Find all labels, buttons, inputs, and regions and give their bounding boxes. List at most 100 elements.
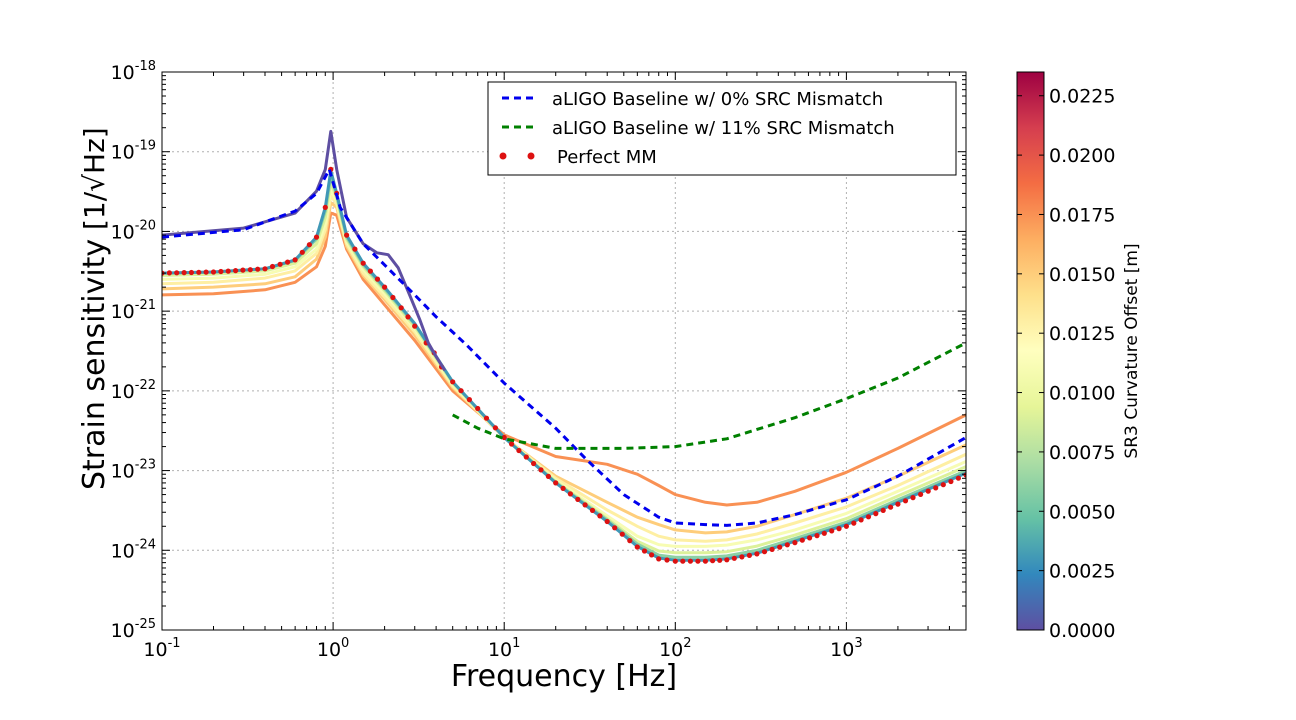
y-axis-unit: [1/√Hz]	[78, 127, 111, 230]
data-point-perfect	[769, 546, 775, 553]
data-point-perfect	[582, 502, 588, 508]
data-point-perfect	[344, 232, 350, 238]
data-point-perfect	[619, 531, 625, 537]
data-point-perfect	[612, 525, 618, 531]
data-point-perfect	[516, 447, 522, 454]
data-point-perfect	[746, 552, 753, 559]
series-baseline11	[451, 341, 966, 450]
x-tick-label-0: 10-1	[143, 636, 180, 661]
colorbar-tick-label-6: 0.0150	[1049, 264, 1115, 286]
data-point-perfect	[509, 441, 515, 447]
data-point-perfect	[695, 558, 701, 564]
data-point-perfect	[240, 267, 246, 273]
legend-box	[487, 81, 957, 176]
colorbar-ticks: 0.0000 0.0025 0.0050 0.0075 0.0100 0.0125 0.01…	[1017, 86, 1115, 642]
data-point-perfect	[306, 242, 312, 248]
data-point-perfect	[405, 314, 411, 320]
data-point-perfect	[829, 528, 835, 534]
y-tick-exponent: -21	[135, 298, 156, 313]
data-point-perfect	[352, 246, 358, 252]
legend-swatch-perfect-dot-1	[499, 152, 507, 160]
y-tick-label-1: 10-19	[111, 139, 156, 164]
data-point-perfect	[523, 454, 529, 460]
legend-label-perfect: Perfect MM	[557, 147, 657, 168]
data-point-perfect	[575, 496, 581, 502]
x-tick-label-3: 102	[659, 636, 691, 661]
data-point-perfect	[792, 540, 798, 546]
colorbar-tick-label-9: 0.0225	[1049, 86, 1115, 108]
data-point-perfect	[895, 501, 901, 507]
data-point-perfect	[888, 504, 894, 510]
data-point-perfect	[492, 425, 498, 431]
data-point-perfect	[902, 498, 909, 504]
data-point-perfect	[277, 261, 283, 267]
data-point-perfect	[450, 379, 456, 385]
data-point-perfect	[717, 557, 723, 563]
x-tick-label-4: 103	[830, 636, 862, 661]
x-tick-exponent: 0	[341, 636, 349, 651]
data-point-perfect	[313, 234, 320, 240]
data-point-perfect	[225, 268, 231, 274]
legend-label-baseline-11: aLIGO Baseline w/ 11% SRC Mismatch	[552, 118, 895, 139]
x-tick-labels: 10-1 100 101 102 103	[143, 636, 862, 661]
colorbar-tick-label-3: 0.0075	[1049, 442, 1115, 464]
y-tick-exponent: -22	[135, 378, 156, 393]
x-tick-base: 10	[488, 639, 512, 661]
colorbar-tick-label-4: 0.0100	[1049, 383, 1115, 405]
data-point-perfect	[560, 485, 566, 491]
data-point-perfect	[656, 556, 662, 562]
data-point-perfect	[851, 520, 857, 526]
data-point-perfect	[940, 482, 946, 488]
data-point-perfect	[545, 473, 552, 479]
data-point-perfect	[538, 467, 544, 473]
colorbar: 0.0000 0.0025 0.0050 0.0075 0.0100 0.0125 0.01…	[1016, 71, 1142, 642]
x-tick-label-2: 101	[488, 636, 520, 661]
data-point-perfect	[466, 397, 472, 403]
data-point-perfect	[458, 388, 464, 394]
data-point-perfect	[702, 558, 709, 564]
data-point-perfect	[166, 270, 172, 276]
data-point-perfect	[567, 491, 574, 497]
data-point-perfect	[255, 266, 261, 272]
data-point-perfect	[739, 554, 745, 560]
legend-label-baseline-0: aLIGO Baseline w/ 0% SRC Mismatch	[552, 89, 883, 110]
y-axis-label: Strain sensitivity	[77, 239, 112, 490]
y-tick-label-0: 10-18	[111, 59, 156, 84]
y-tick-base: 10	[111, 461, 135, 483]
y-axis-label-group: Strain sensitivity [1/√Hz]	[77, 127, 112, 490]
colorbar-tick-label-8: 0.0200	[1049, 145, 1115, 167]
data-point-perfect	[627, 538, 633, 544]
axis-ticks	[161, 71, 967, 631]
data-point-perfect	[807, 535, 813, 541]
data-point-perfect	[918, 491, 924, 497]
y-tick-exponent: -20	[135, 218, 156, 233]
data-point-perfect	[299, 249, 305, 255]
series-offset-0.0000	[162, 129, 447, 372]
data-point-perfect	[196, 269, 202, 275]
data-point-perfect	[360, 260, 366, 266]
data-point-perfect	[948, 478, 954, 485]
data-point-perfect	[858, 517, 864, 523]
colorbar-tick-label-2: 0.0050	[1049, 501, 1115, 523]
y-tick-base: 10	[111, 381, 135, 403]
data-point-perfect	[398, 305, 404, 311]
x-tick-base: 10	[659, 639, 683, 661]
data-point-perfect	[910, 495, 916, 501]
data-point-perfect	[188, 269, 194, 276]
data-point-perfect	[501, 434, 507, 441]
data-point-perfect	[262, 266, 268, 272]
data-point-perfect	[710, 558, 716, 564]
colorbar-tick-label-0: 0.0000	[1049, 620, 1115, 642]
data-point-perfect	[531, 460, 537, 467]
data-point-perfect	[754, 551, 760, 557]
data-point-perfect	[955, 475, 962, 481]
y-tick-base: 10	[111, 620, 135, 642]
data-point-perfect	[247, 267, 253, 273]
data-point-perfect	[724, 557, 730, 563]
y-tick-base: 10	[111, 540, 135, 562]
y-tick-exponent: -19	[135, 139, 156, 154]
data-point-perfect	[814, 533, 820, 539]
y-tick-exponent: -23	[135, 458, 156, 473]
data-point-perfect	[777, 544, 783, 550]
